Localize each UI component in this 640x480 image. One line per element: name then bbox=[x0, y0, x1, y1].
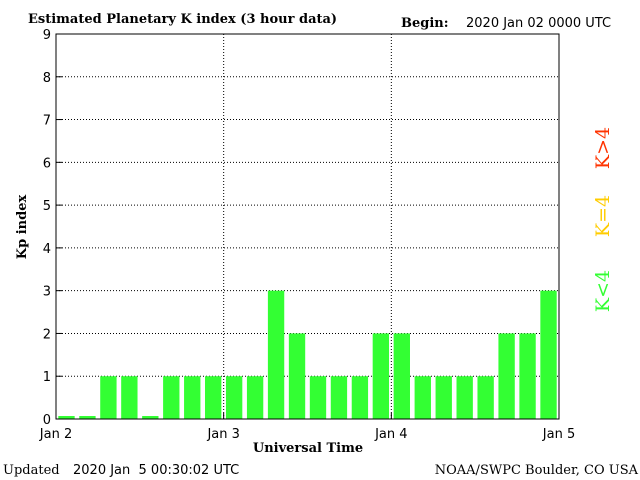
kp-bar bbox=[414, 376, 431, 419]
y-tick-label: 4 bbox=[43, 242, 51, 257]
kp-bar bbox=[540, 290, 557, 419]
kp-bar bbox=[163, 376, 180, 419]
plot-frame bbox=[55, 33, 560, 420]
x-axis-ticks: Jan 2 Jan 3 Jan 4 Jan 5 bbox=[39, 413, 575, 442]
legend-high: K>4 bbox=[592, 127, 614, 169]
y-tick-label: 1 bbox=[43, 370, 51, 385]
kp-bar bbox=[205, 376, 222, 419]
updated-label: Updated bbox=[3, 463, 60, 478]
kp-bar bbox=[477, 376, 494, 419]
legend-low: K<4 bbox=[592, 270, 614, 312]
x-tick-label: Jan 4 bbox=[374, 427, 407, 442]
kp-bar bbox=[225, 376, 243, 419]
credit-text: NOAA/SWPC Boulder, CO USA bbox=[435, 463, 639, 478]
kp-bar bbox=[184, 376, 201, 419]
kp-bar bbox=[330, 376, 348, 419]
begin-value: 2020 Jan 02 0000 UTC bbox=[466, 16, 611, 31]
y-tick-label: 2 bbox=[43, 327, 51, 342]
y-axis-ticks: 0 1 2 3 4 5 6 7 8 9 bbox=[43, 28, 62, 428]
kp-bar bbox=[309, 376, 327, 419]
x-axis-label: Universal Time bbox=[253, 441, 363, 456]
y-axis-label: Kp index bbox=[15, 195, 30, 260]
y-tick-label: 7 bbox=[43, 114, 51, 129]
updated-value: 2020 Jan 5 00:30:02 UTC bbox=[73, 463, 239, 478]
begin-label: Begin: bbox=[401, 16, 449, 31]
grid-lines bbox=[56, 34, 559, 419]
kp-bar bbox=[498, 333, 515, 419]
kp-bar bbox=[393, 333, 410, 419]
y-tick-label: 6 bbox=[43, 156, 51, 171]
chart-title: Estimated Planetary K index (3 hour data… bbox=[28, 12, 337, 27]
legend-equal: K=4 bbox=[592, 195, 614, 237]
x-tick-label: Jan 3 bbox=[206, 427, 239, 442]
x-tick-label: Jan 2 bbox=[39, 427, 72, 442]
kp-bar bbox=[142, 416, 159, 419]
kp-bar bbox=[372, 333, 390, 419]
kp-bar bbox=[246, 376, 264, 419]
y-tick-label: 0 bbox=[43, 413, 51, 428]
kp-bar bbox=[519, 333, 536, 419]
x-tick-label: Jan 5 bbox=[542, 427, 575, 442]
kp-bar bbox=[288, 333, 306, 419]
kp-bar bbox=[435, 376, 452, 419]
kp-bar bbox=[121, 376, 138, 419]
kp-bar bbox=[79, 416, 96, 419]
kp-bar bbox=[58, 416, 75, 419]
bars-group bbox=[58, 290, 557, 419]
y-tick-label: 3 bbox=[43, 285, 51, 300]
y-tick-label: 8 bbox=[43, 71, 51, 86]
kp-bar bbox=[351, 376, 369, 419]
kp-bar bbox=[267, 290, 285, 419]
y-tick-label: 9 bbox=[43, 28, 51, 43]
y-tick-label: 5 bbox=[43, 199, 51, 214]
kp-bar bbox=[100, 376, 117, 419]
kp-bar bbox=[456, 376, 473, 419]
